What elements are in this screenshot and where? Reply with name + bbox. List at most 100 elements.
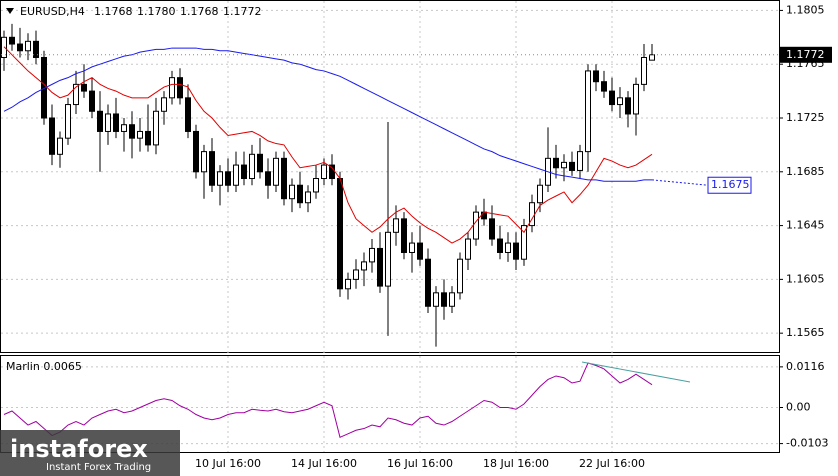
candle-body [393, 218, 399, 233]
line-series [3, 362, 653, 438]
candle-body [193, 130, 199, 173]
y-tick-label: -0.0103 [786, 437, 828, 450]
candle-body [233, 164, 239, 186]
candle-body [217, 171, 223, 186]
candle-body [249, 153, 255, 180]
candle-body [257, 153, 263, 173]
indicator-value: 0.0065 [43, 360, 82, 373]
candle-body [585, 70, 591, 153]
candle-body [241, 164, 247, 180]
candle-body [433, 292, 439, 307]
candle-body [297, 184, 303, 204]
watermark-bg [0, 430, 180, 476]
candle-body [561, 161, 567, 169]
layer: 1.18051.17651.17251.16851.16451.16051.15… [1, 1, 832, 470]
candle-body [129, 124, 135, 139]
candle-body [361, 261, 367, 271]
candle-body [353, 269, 359, 280]
price-tag-box [780, 46, 832, 63]
candle-body [41, 56, 47, 119]
watermark-tagline: Instant Forex Trading [46, 462, 151, 473]
candle-body [137, 130, 143, 139]
candle-body [569, 161, 575, 171]
watermark: instaforex Instant Forex Trading [0, 430, 180, 476]
candle-body [17, 43, 23, 52]
candle-body [577, 151, 583, 171]
main-panel [0, 0, 780, 353]
candle-body [633, 83, 639, 115]
candle-body [649, 54, 655, 61]
candle-body [65, 104, 71, 139]
candle-body [369, 247, 375, 263]
candle-body [409, 242, 415, 253]
candle-body [201, 151, 207, 173]
x-tick-label: 14 Jul 16:00 [291, 457, 357, 470]
ohlc-high: 1.1780 [137, 5, 176, 18]
candle-body [401, 218, 407, 253]
x-tick-label: 22 Jul 16:00 [579, 457, 645, 470]
candle-body [153, 110, 159, 146]
candle-body [185, 97, 191, 132]
candle-body [73, 83, 79, 106]
candle-body [641, 56, 647, 85]
candle-body [89, 90, 95, 112]
candle-body [97, 110, 103, 132]
candle-body [321, 164, 327, 180]
watermark-brand: instaforex [10, 435, 148, 463]
candle-body [289, 184, 295, 200]
candle-body [449, 292, 455, 307]
line-series [3, 47, 652, 182]
candle-body [417, 242, 423, 260]
candle-body [305, 191, 311, 204]
candle-body [489, 218, 495, 240]
candle-body [457, 258, 463, 294]
indicator-title: Marlin 0.0065 [6, 360, 82, 373]
y-tick-label: 0.00 [786, 401, 811, 414]
y-tick-label: 1.1725 [786, 111, 825, 124]
candle-body [177, 77, 183, 99]
candle-body [625, 97, 631, 115]
candle-body [121, 124, 127, 132]
candle-body [265, 171, 271, 186]
candle-body [273, 157, 279, 186]
chart-title: EURUSD,H4 [20, 5, 85, 18]
candle-body [481, 211, 487, 220]
ma-label-box [707, 176, 752, 194]
candle-body [337, 178, 343, 290]
candle-body [465, 238, 471, 260]
menu-triangle [6, 8, 14, 14]
candle-body [441, 292, 447, 307]
candle-body [225, 171, 231, 186]
candle-body [513, 242, 519, 260]
candle-body [553, 157, 559, 169]
candle-body [377, 247, 383, 287]
x-tick-label: 10 Jul 16:00 [195, 457, 261, 470]
candle-body [81, 83, 87, 92]
divergence-line [581, 361, 691, 383]
y-tick-label: 0.0116 [786, 360, 825, 373]
ohlc-low: 1.1768 [180, 5, 219, 18]
candle-body [313, 178, 319, 193]
candle-body [281, 157, 287, 200]
candle-body [537, 184, 543, 204]
y-tick-label: 1.1645 [786, 219, 825, 232]
candle-body [49, 117, 55, 155]
price-tag: 1.1772 [786, 48, 825, 61]
y-tick-label: 1.1565 [786, 326, 825, 339]
x-tick-label: 18 Jul 16:00 [483, 457, 549, 470]
ma-extension [651, 179, 709, 186]
y-tick-label: 1.1605 [786, 272, 825, 285]
candle-body [113, 113, 119, 132]
candle-body [601, 81, 607, 92]
candle-body [209, 151, 215, 186]
ohlc-close: 1.1772 [223, 5, 262, 18]
candle-body [345, 278, 351, 290]
candle-body [161, 97, 167, 112]
y-tick-label: 1.1685 [786, 165, 825, 178]
line-series [3, 46, 653, 244]
indicator-name: Marlin [6, 360, 40, 373]
x-tick-label: 16 Jul 16:00 [387, 457, 453, 470]
candle-body [617, 97, 623, 106]
candle-body [497, 238, 503, 253]
